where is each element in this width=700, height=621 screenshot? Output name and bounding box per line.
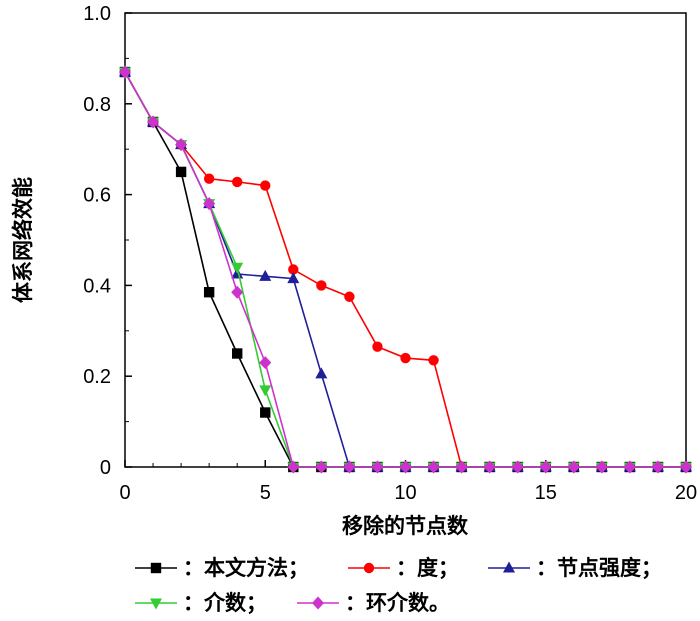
data-point <box>260 180 271 191</box>
data-point <box>344 291 355 302</box>
y-tick-label: 0.2 <box>83 366 111 388</box>
legend-label: ：本文方法； <box>183 556 309 580</box>
x-tick-label: 0 <box>119 482 130 504</box>
data-point <box>288 264 299 275</box>
x-tick-label: 5 <box>260 482 271 504</box>
series-line <box>124 71 686 468</box>
data-point <box>371 460 384 474</box>
series-4 <box>119 67 692 474</box>
data-point <box>231 262 244 274</box>
legend-item: ：介数； <box>135 591 267 615</box>
data-point <box>259 356 272 370</box>
legend-marker <box>363 562 375 574</box>
legend-label: ：环介数。 <box>345 591 450 615</box>
y-tick-label: 0 <box>100 457 111 479</box>
series-2 <box>119 66 692 473</box>
y-tick-label: 1.0 <box>83 3 111 25</box>
series-1 <box>119 66 692 473</box>
series-line <box>124 71 686 468</box>
series-line <box>124 71 686 468</box>
data-point <box>315 460 328 474</box>
legend-marker <box>150 562 162 574</box>
data-point <box>119 65 131 79</box>
legend: ：本文方法； ：度； ：节点强度； ：介数； ：环介数。 <box>135 556 662 615</box>
data-point <box>175 138 188 152</box>
y-tick-label: 0.8 <box>83 94 111 116</box>
legend-item: ：度； <box>348 556 459 580</box>
x-tick-label: 10 <box>394 482 416 504</box>
legend-label: ：度； <box>396 556 459 580</box>
data-point <box>315 367 328 379</box>
series-5 <box>119 65 692 474</box>
plot-series <box>119 65 692 474</box>
series-3 <box>119 65 692 472</box>
data-point <box>231 285 244 299</box>
x-tick-label: 15 <box>535 482 557 504</box>
data-point <box>623 460 636 474</box>
data-point <box>147 115 160 129</box>
legend-marker <box>312 596 324 610</box>
data-point <box>343 460 356 474</box>
x-tick-label: 20 <box>675 482 697 504</box>
legend-item: ：环介数。 <box>297 591 450 615</box>
data-point <box>400 352 411 364</box>
legend-marker <box>503 561 515 573</box>
data-point <box>259 269 272 281</box>
data-point <box>287 272 300 284</box>
plot-frame <box>124 12 687 468</box>
data-point <box>259 385 272 397</box>
data-point <box>232 176 243 188</box>
data-point <box>203 287 215 298</box>
data-point <box>399 460 412 474</box>
data-point <box>567 460 580 474</box>
data-point <box>539 460 552 474</box>
data-point <box>455 460 468 474</box>
legend-item: ：本文方法； <box>135 556 309 580</box>
y-tick-label: 0.4 <box>83 275 111 297</box>
data-point <box>203 197 216 211</box>
axes: 0 5 10 15 20 0 0.2 0.4 0.6 0.8 1.0 <box>83 3 697 504</box>
series-line <box>124 71 686 468</box>
data-point <box>287 460 300 474</box>
data-point <box>316 280 327 291</box>
data-point <box>232 348 243 359</box>
data-point <box>372 341 383 352</box>
data-point <box>428 355 439 366</box>
series-line <box>124 71 686 468</box>
data-point <box>680 460 692 474</box>
x-axis-title: 移除的节点数 <box>342 514 469 538</box>
legend-label: ：介数； <box>183 591 267 615</box>
data-point <box>483 460 496 474</box>
data-point <box>427 460 440 474</box>
data-point <box>511 460 524 474</box>
data-point <box>260 407 271 418</box>
data-point <box>595 460 608 474</box>
legend-marker <box>150 598 162 610</box>
y-tick-label: 0.6 <box>83 185 111 207</box>
data-point <box>651 460 664 474</box>
data-point <box>175 166 187 178</box>
data-point <box>203 173 215 184</box>
legend-item: ：节点强度； <box>488 556 662 580</box>
y-axis-title: 体系网络效能 <box>11 177 35 303</box>
legend-label: ：节点强度； <box>536 556 662 580</box>
